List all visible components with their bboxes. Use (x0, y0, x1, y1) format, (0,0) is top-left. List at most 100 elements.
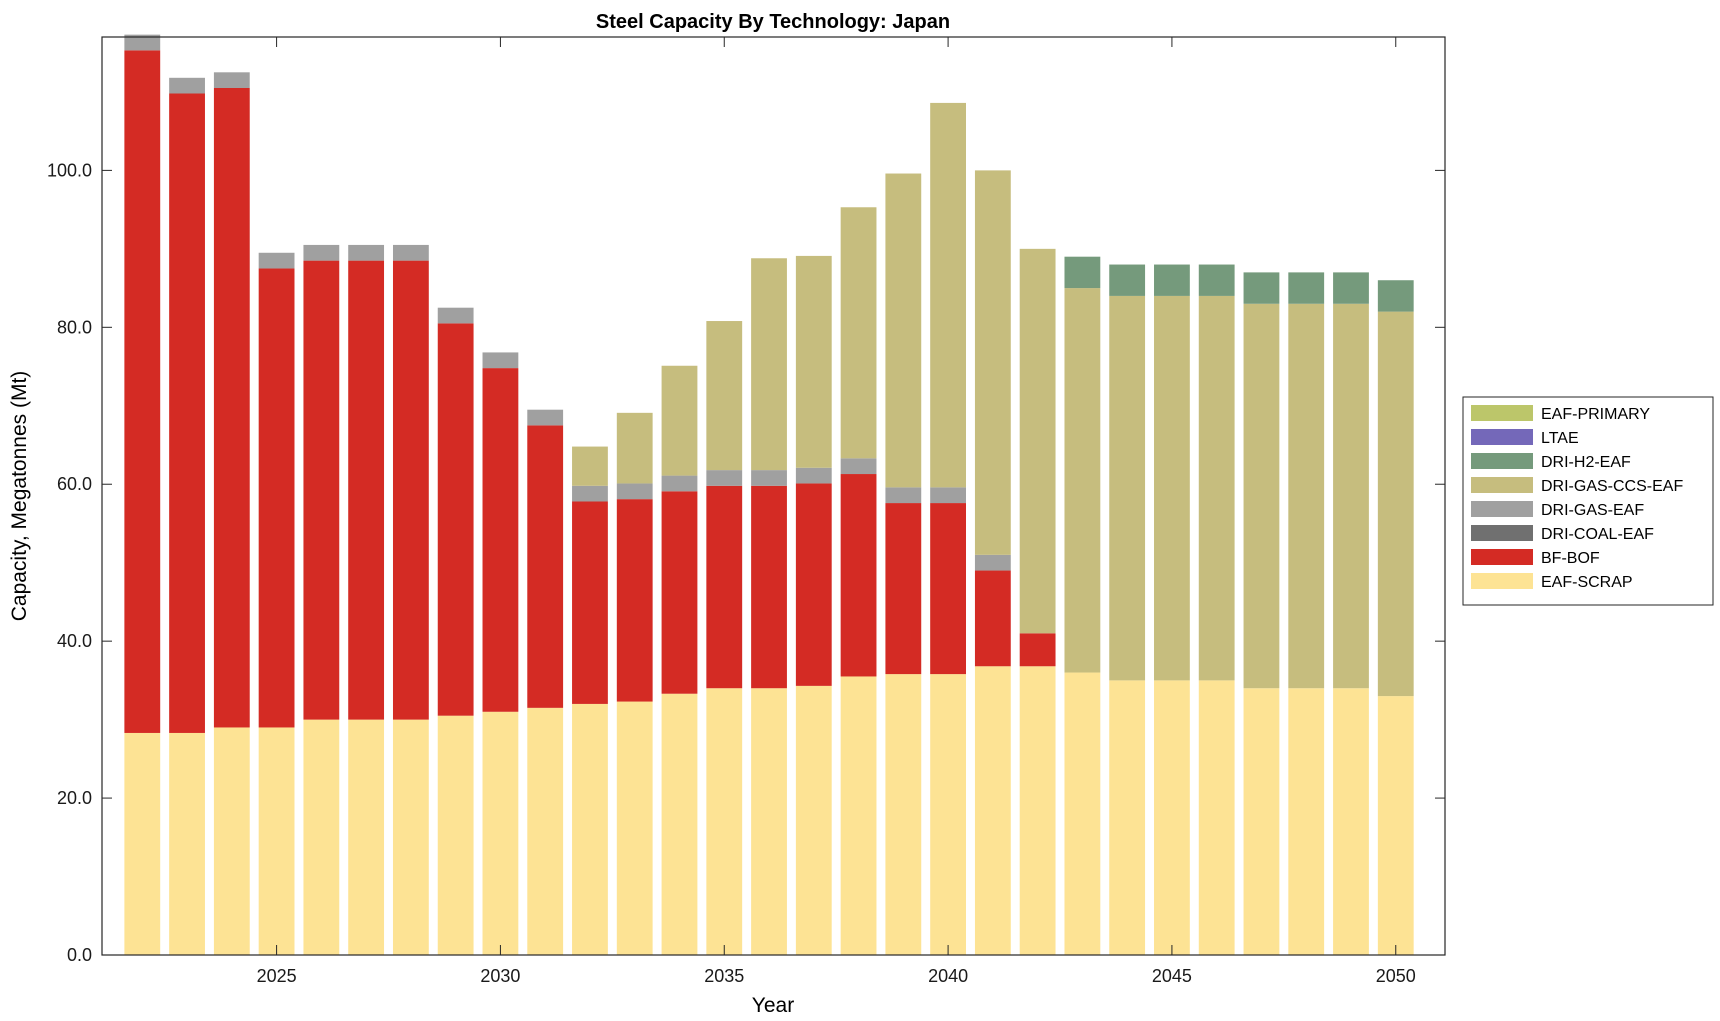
bar-dri-gas-ccs-eaf-2036 (751, 258, 787, 471)
bar-eaf-scrap-2045 (1154, 680, 1190, 955)
bar-dri-gas-ccs-eaf-2034 (661, 365, 698, 476)
legend-label-dri-coal-eaf: DRI-COAL-EAF (1541, 526, 1654, 543)
bar-eaf-scrap-2042 (1019, 666, 1056, 955)
bar-eaf-scrap-2022 (124, 732, 161, 955)
bar-dri-gas-eaf-2027 (348, 244, 385, 261)
y-axis-label: Capacity, Megatonnes (Mt) (8, 371, 31, 622)
bar-bf-bof-2028 (392, 260, 429, 720)
legend-swatch-bf-bof (1471, 549, 1533, 565)
bar-dri-gas-ccs-eaf-2043 (1064, 288, 1101, 673)
bar-dri-gas-eaf-2037 (795, 467, 832, 484)
x-axis-label: Year (752, 994, 794, 1017)
y-tick-label: 0.0 (67, 945, 92, 965)
legend-items: EAF-PRIMARY LTAE DRI-H2-EAF DRI-GAS-CCS-EAF… (1471, 405, 1683, 591)
bar-eaf-scrap-2038 (840, 676, 877, 955)
bar-dri-gas-ccs-eaf-2047 (1243, 303, 1280, 689)
bar-dri-gas-eaf-2029 (437, 307, 474, 324)
bar-eaf-scrap-2041 (974, 666, 1011, 955)
bar-eaf-scrap-2028 (392, 719, 429, 955)
bar-eaf-scrap-2046 (1198, 680, 1235, 955)
bar-dri-h2-eaf-2047 (1243, 272, 1280, 304)
bar-dri-gas-ccs-eaf-2050 (1377, 311, 1414, 697)
bar-dri-gas-ccs-eaf-2044 (1109, 295, 1146, 681)
legend-label-ltae: LTAE (1541, 430, 1579, 447)
bar-bf-bof-2031 (527, 425, 564, 708)
legend-label-dri-gas-ccs-eaf: DRI-GAS-CCS-EAF (1541, 478, 1683, 495)
bar-eaf-scrap-2027 (348, 719, 385, 955)
x-tick-label: 2030 (480, 966, 520, 986)
legend-label-bf-bof: BF-BOF (1541, 550, 1600, 567)
bar-bf-bof-2033 (616, 499, 653, 702)
bar-eaf-scrap-2024 (213, 727, 250, 955)
bar-dri-gas-ccs-eaf-2048 (1288, 303, 1325, 689)
bar-eaf-scrap-2036 (751, 688, 787, 955)
bar-eaf-scrap-2040 (930, 674, 966, 955)
bar-bf-bof-2037 (795, 483, 832, 686)
legend-swatch-ltae (1471, 429, 1533, 445)
bar-bf-bof-2027 (348, 260, 385, 720)
bar-dri-gas-eaf-2034 (661, 475, 698, 492)
y-tick-label: 100.0 (47, 160, 92, 180)
bar-dri-gas-ccs-eaf-2041 (974, 170, 1011, 555)
bar-eaf-scrap-2039 (885, 674, 922, 955)
bar-dri-gas-eaf-2031 (527, 409, 564, 426)
y-axis: 0.0 20.0 40.0 60.0 80.0 100.0 (47, 160, 1445, 965)
legend-label-dri-gas-eaf: DRI-GAS-EAF (1541, 502, 1644, 519)
bar-dri-gas-eaf-2028 (392, 244, 429, 261)
bar-eaf-scrap-2050 (1377, 696, 1414, 955)
bar-eaf-scrap-2044 (1109, 680, 1146, 955)
y-tick-label: 40.0 (57, 631, 92, 651)
bar-dri-gas-eaf-2026 (303, 244, 340, 261)
bar-dri-gas-ccs-eaf-2038 (840, 207, 877, 459)
bar-eaf-scrap-2043 (1064, 672, 1101, 955)
legend-label-eaf-scrap: EAF-SCRAP (1541, 574, 1633, 591)
bar-dri-h2-eaf-2045 (1154, 264, 1190, 296)
y-tick-label: 20.0 (57, 788, 92, 808)
x-axis: 2025 2030 2035 2040 2045 2050 (257, 37, 1416, 986)
bar-dri-h2-eaf-2050 (1377, 280, 1414, 312)
bar-bf-bof-2040 (930, 503, 966, 675)
bar-dri-gas-ccs-eaf-2046 (1198, 295, 1235, 681)
bar-dri-h2-eaf-2049 (1333, 272, 1369, 304)
bar-bf-bof-2022 (124, 50, 161, 733)
legend-swatch-eaf-scrap (1471, 573, 1533, 589)
bar-bf-bof-2030 (482, 368, 519, 712)
bar-dri-gas-ccs-eaf-2040 (930, 102, 966, 488)
bar-bf-bof-2025 (258, 268, 295, 728)
bars-layer (124, 34, 1414, 955)
legend-swatch-dri-coal-eaf (1471, 525, 1533, 541)
bar-dri-gas-eaf-2041 (974, 554, 1011, 571)
bar-dri-gas-ccs-eaf-2037 (795, 255, 832, 468)
bar-dri-gas-ccs-eaf-2045 (1154, 295, 1190, 681)
y-tick-label: 60.0 (57, 474, 92, 494)
legend-swatch-dri-gas-ccs-eaf (1471, 477, 1533, 493)
bar-dri-gas-ccs-eaf-2035 (706, 321, 743, 471)
bar-dri-gas-eaf-2036 (751, 470, 787, 486)
bar-eaf-scrap-2032 (572, 703, 608, 955)
bar-bf-bof-2036 (751, 485, 787, 689)
bar-dri-gas-eaf-2022 (124, 34, 161, 51)
bar-dri-gas-eaf-2038 (840, 458, 877, 475)
bar-dri-h2-eaf-2048 (1288, 272, 1325, 304)
bar-dri-h2-eaf-2044 (1109, 264, 1146, 296)
bar-eaf-scrap-2047 (1243, 688, 1280, 955)
bar-bf-bof-2041 (974, 570, 1011, 667)
bar-eaf-scrap-2029 (437, 715, 474, 955)
bar-bf-bof-2035 (706, 485, 743, 689)
bar-bf-bof-2029 (437, 323, 474, 716)
bar-bf-bof-2034 (661, 491, 698, 694)
legend-label-eaf-primary: EAF-PRIMARY (1541, 406, 1650, 423)
bar-dri-gas-eaf-2025 (258, 252, 295, 269)
bar-eaf-scrap-2025 (258, 727, 295, 955)
bar-dri-gas-eaf-2032 (572, 485, 608, 502)
bar-dri-gas-eaf-2035 (706, 470, 743, 486)
bar-dri-gas-eaf-2024 (213, 72, 250, 88)
bar-dri-h2-eaf-2043 (1064, 256, 1101, 289)
bar-eaf-scrap-2049 (1333, 688, 1369, 955)
bar-eaf-scrap-2033 (616, 701, 653, 955)
bar-eaf-scrap-2030 (482, 711, 519, 955)
x-tick-label: 2045 (1152, 966, 1192, 986)
x-tick-label: 2050 (1376, 966, 1416, 986)
bar-eaf-scrap-2026 (303, 719, 340, 955)
